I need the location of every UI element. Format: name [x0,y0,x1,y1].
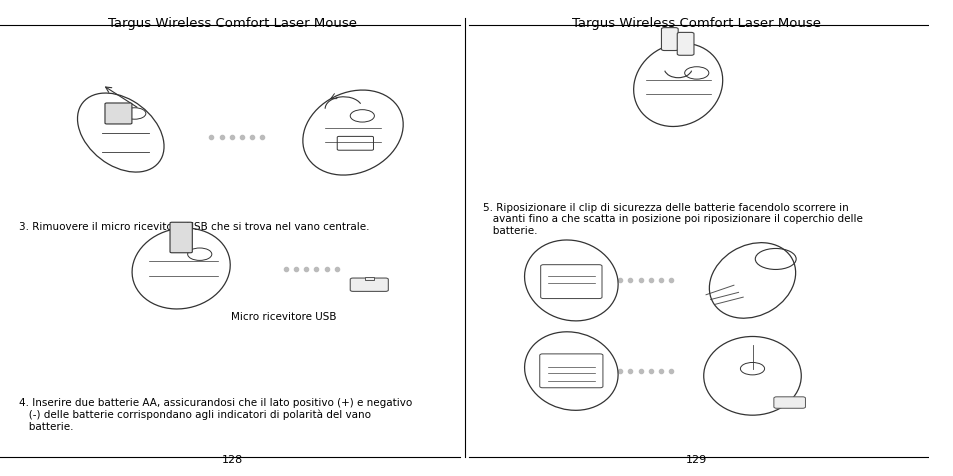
Text: Targus Wireless Comfort Laser Mouse: Targus Wireless Comfort Laser Mouse [108,17,356,30]
Text: Micro ricevitore USB: Micro ricevitore USB [231,312,335,322]
Text: 3. Rimuovere il micro ricevitore USB che si trova nel vano centrale.: 3. Rimuovere il micro ricevitore USB che… [18,221,369,231]
Text: 4. Inserire due batterie AA, assicurandosi che il lato positivo (+) e negativo
 : 4. Inserire due batterie AA, assicurando… [18,397,412,431]
FancyBboxPatch shape [365,278,374,281]
Text: 128: 128 [221,454,243,464]
Text: 129: 129 [685,454,706,464]
FancyBboxPatch shape [105,104,132,125]
Text: Targus Wireless Comfort Laser Mouse: Targus Wireless Comfort Laser Mouse [572,17,821,30]
Text: 5. Riposizionare il clip di sicurezza delle batterie facendolo scorrere in
   av: 5. Riposizionare il clip di sicurezza de… [482,202,862,236]
FancyBboxPatch shape [677,33,693,56]
FancyBboxPatch shape [350,278,388,292]
FancyBboxPatch shape [773,397,804,408]
FancyBboxPatch shape [170,223,193,253]
FancyBboxPatch shape [660,29,678,51]
